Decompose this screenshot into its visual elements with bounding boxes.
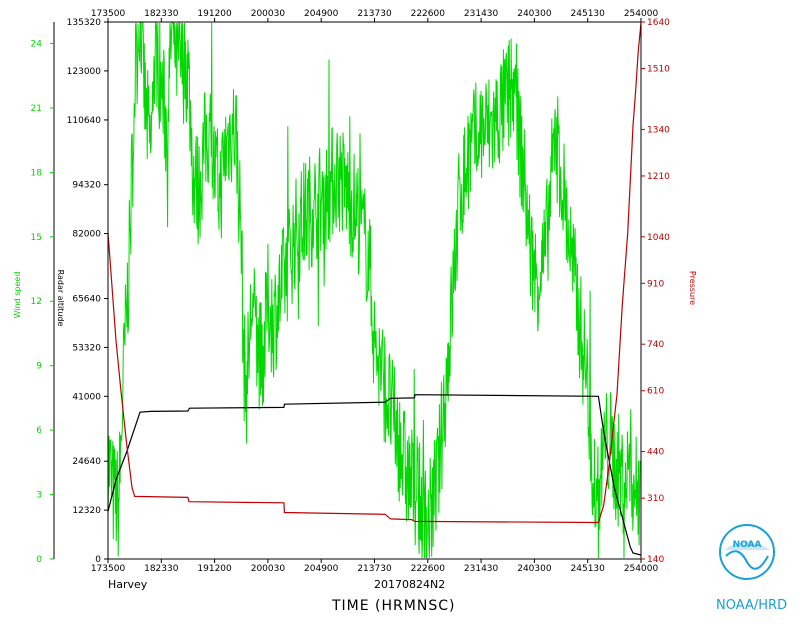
x-axis-title: TIME (HRMNSC) (332, 598, 456, 614)
x-tick-label: 254000 (624, 564, 659, 574)
pressure-series (107, 22, 642, 524)
pressure-axis-tick-label: 740 (647, 340, 664, 350)
x-tick-label: 191200 (197, 564, 232, 574)
x-tick-label-top: 222600 (411, 9, 446, 19)
wind-axis-tick-label: 12 (31, 297, 42, 307)
x-tick-label: 173500 (91, 564, 126, 574)
storm-id: 20170824N2 (374, 578, 446, 591)
x-tick-label: 231430 (464, 564, 499, 574)
x-tick-label-top: 200030 (251, 9, 286, 19)
radar-altitude-series (107, 394, 642, 556)
pressure-axis-tick-label: 1340 (647, 125, 670, 135)
pressure-axis-tick-label: 1040 (647, 233, 670, 243)
x-tick-label: 213730 (357, 564, 392, 574)
x-tick-label: 240300 (517, 564, 552, 574)
altitude-axis-tick-label: 135320 (67, 18, 102, 28)
altitude-axis-tick-label: 110640 (67, 116, 102, 126)
x-tick-label: 245130 (571, 564, 606, 574)
wind-axis-label: Wind speed (13, 272, 22, 319)
logo-text: NOAA (733, 540, 762, 550)
x-tick-label-top: 182330 (144, 9, 179, 19)
x-tick-label: 182330 (144, 564, 179, 574)
wind-axis-tick-label: 6 (36, 426, 42, 436)
pressure-axis-tick-label: 1640 (647, 18, 670, 28)
altitude-axis-tick-label: 24640 (72, 457, 101, 467)
wind-axis-tick-label: 0 (36, 555, 42, 565)
wind-axis-tick-label: 3 (36, 491, 42, 501)
pressure-axis-tick-label: 1210 (647, 172, 670, 182)
wind-axis-tick-label: 9 (36, 362, 42, 372)
altitude-axis-tick-label: 82000 (72, 230, 101, 240)
altitude-axis-tick-label: 53320 (72, 343, 101, 353)
x-tick-label: 200030 (251, 564, 286, 574)
wind-axis-tick-label: 15 (31, 233, 42, 243)
pressure-axis-tick-label: 610 (647, 387, 664, 397)
pressure-axis-tick-label: 910 (647, 279, 664, 289)
x-tick-label-top: 191200 (197, 9, 232, 19)
x-tick-label: 222600 (411, 564, 446, 574)
x-tick-label: 204900 (304, 564, 339, 574)
pressure-axis-tick-label: 1510 (647, 65, 670, 75)
altitude-axis-label: Radar altitude (56, 270, 65, 327)
altitude-axis-tick-label: 123000 (67, 67, 102, 77)
wind-speed-series (107, 22, 642, 559)
storm-name: Harvey (108, 578, 148, 591)
x-tick-label-top: 240300 (517, 9, 552, 19)
x-tick-label-top: 173500 (91, 9, 126, 19)
x-tick-label-top: 204900 (304, 9, 339, 19)
agency-name: NOAA/HRD (716, 598, 788, 613)
pressure-axis-tick-label: 310 (647, 494, 664, 504)
wind-axis-tick-label: 18 (31, 168, 43, 178)
x-tick-label-top: 245130 (571, 9, 606, 19)
altitude-axis-tick-label: 41000 (72, 392, 101, 402)
wind-axis-tick-label: 21 (31, 104, 42, 114)
x-tick-label-top: 231430 (464, 9, 499, 19)
pressure-axis-label: Pressure (688, 271, 697, 305)
altitude-axis-tick-label: 94320 (72, 181, 101, 191)
x-tick-label-top: 254000 (624, 9, 659, 19)
altitude-axis-tick-label: 0 (95, 555, 101, 565)
pressure-axis-tick-label: 440 (647, 448, 664, 458)
pressure-axis-tick-label: 140 (647, 555, 664, 565)
noaa-logo: NOAA (719, 524, 775, 580)
wind-axis-tick-label: 24 (31, 39, 43, 49)
altitude-axis-tick-label: 65640 (72, 295, 101, 305)
altitude-axis-tick-label: 12320 (72, 506, 101, 516)
x-tick-label-top: 213730 (357, 9, 392, 19)
